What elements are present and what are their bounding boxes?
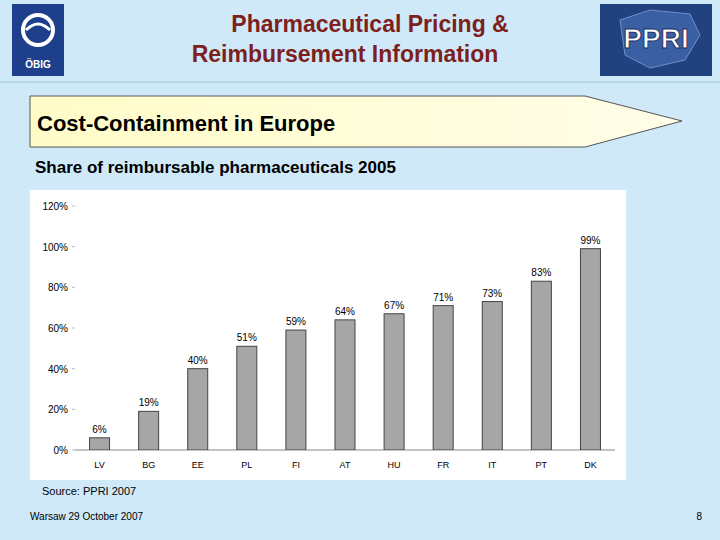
- bar: [482, 302, 502, 450]
- x-tick-label: IT: [488, 460, 497, 470]
- header-rule: [0, 82, 720, 83]
- y-tick-label: 60%: [48, 323, 68, 334]
- background: [0, 0, 720, 540]
- data-label: 40%: [188, 355, 208, 366]
- right-logo-map: [620, 10, 700, 68]
- slide-canvas: ÖBIG PPRI Pharmaceutical Pricing & Reimburs…: [0, 0, 720, 540]
- left-logo-box: [12, 4, 64, 76]
- bar: [580, 249, 600, 450]
- x-tick-label: DK: [584, 460, 597, 470]
- bar: [335, 320, 355, 450]
- y-tick: [72, 246, 75, 247]
- y-tick-label: 80%: [48, 282, 68, 293]
- y-tick: [72, 206, 75, 207]
- banner-arrow: [30, 96, 682, 147]
- data-label: 71%: [433, 292, 453, 303]
- data-label: 51%: [237, 332, 257, 343]
- page-number: 8: [696, 511, 702, 522]
- chart-area: [30, 190, 626, 480]
- y-tick-label: 40%: [48, 364, 68, 375]
- y-tick: [72, 287, 75, 288]
- x-tick-label: LV: [94, 460, 104, 470]
- bars: [90, 249, 601, 450]
- y-tick: [72, 368, 75, 369]
- chart-title: Share of reimbursable pharmaceuticals 20…: [35, 158, 396, 177]
- bar: [188, 369, 208, 450]
- x-tick-label: PL: [241, 460, 252, 470]
- bar: [90, 438, 110, 450]
- source: Source: PPRI 2007: [42, 485, 136, 497]
- y-tick-label: 20%: [48, 404, 68, 415]
- right-logo-box: [600, 4, 712, 76]
- x-tick-label: AT: [340, 460, 351, 470]
- y-tick: [72, 409, 75, 410]
- footer: Warsaw 29 October 2007: [30, 511, 143, 522]
- bar: [286, 330, 306, 450]
- left-logo-emblem: [23, 15, 53, 45]
- right-logo-text: PPRI: [623, 23, 688, 54]
- data-label: 59%: [286, 316, 306, 327]
- y-tick-label: 100%: [42, 242, 68, 253]
- x-tick-label: PT: [536, 460, 548, 470]
- x-tick-label: FR: [437, 460, 449, 470]
- bar: [139, 411, 159, 450]
- x-tick-label: EE: [192, 460, 204, 470]
- y-tick: [72, 450, 75, 451]
- bar: [237, 346, 257, 450]
- data-label: 67%: [384, 300, 404, 311]
- data-label: 83%: [531, 267, 551, 278]
- bar: [531, 281, 551, 450]
- bar: [384, 314, 404, 450]
- banner-text: Cost-Containment in Europe: [37, 111, 335, 136]
- y-tick: [72, 328, 75, 329]
- bar: [433, 306, 453, 450]
- data-label: 6%: [92, 424, 107, 435]
- x-tick-label: HU: [388, 460, 401, 470]
- left-logo-emblem: [26, 24, 50, 30]
- x-tick-label: BG: [142, 460, 155, 470]
- data-label: 73%: [482, 288, 502, 299]
- data-label: 19%: [139, 397, 159, 408]
- data-label: 99%: [580, 235, 600, 246]
- y-tick-label: 0%: [54, 445, 69, 456]
- slide: ÖBIG PPRI Pharmaceutical Pricing & Reimburs…: [0, 0, 720, 540]
- x-tick-label: FI: [292, 460, 300, 470]
- slide-title: Reimbursement Information: [192, 41, 499, 67]
- slide-title: Pharmaceutical Pricing &: [231, 11, 508, 37]
- data-label: 64%: [335, 306, 355, 317]
- left-logo-text: ÖBIG: [25, 58, 51, 70]
- y-tick-label: 120%: [42, 201, 68, 212]
